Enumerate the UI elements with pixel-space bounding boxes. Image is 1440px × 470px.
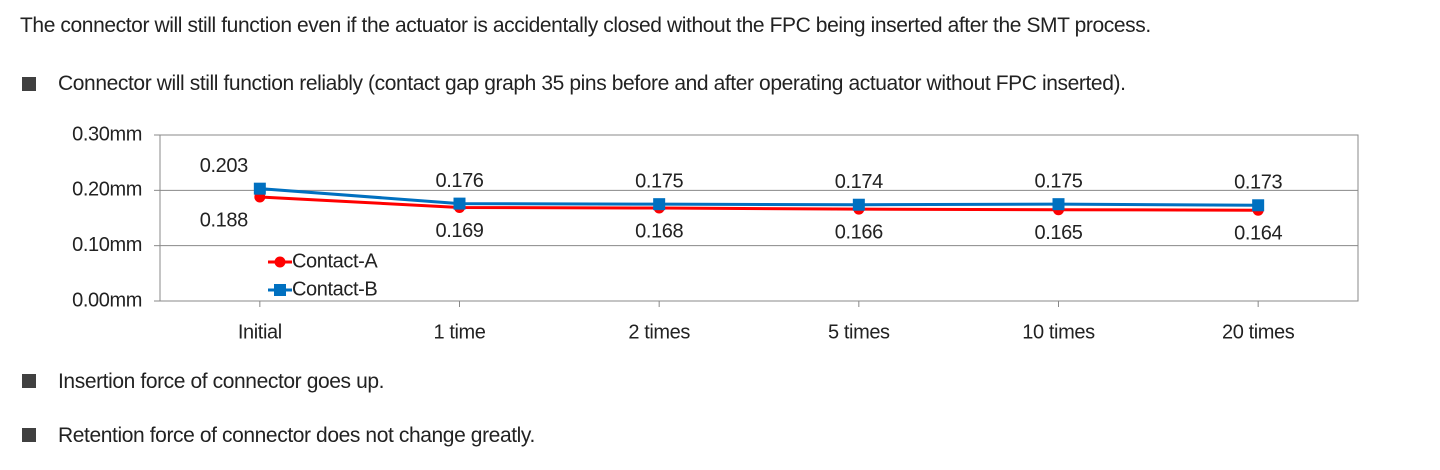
data-label: 0.164 [1234, 223, 1282, 245]
bullet-square [22, 374, 36, 388]
marker [274, 284, 286, 296]
legend-label: Contact-B [292, 278, 377, 300]
x-tick-label: 2 times [628, 321, 690, 343]
y-tick-label: 0.20mm [72, 179, 142, 201]
x-tick-label: 5 times [828, 321, 890, 343]
bullet-text: Insertion force of connector goes up. [58, 370, 385, 393]
marker [253, 182, 266, 195]
data-label: 0.188 [200, 209, 248, 231]
y-tick-label: 0.00mm [72, 289, 142, 311]
x-tick-label: Initial [238, 321, 282, 343]
data-label: 0.166 [835, 221, 883, 243]
data-label: 0.168 [635, 220, 683, 242]
bullet-square [22, 428, 36, 442]
marker [453, 197, 466, 210]
chart: 0.00mm 0.10mm 0.20mm 0.30mm Initial 1 time 2 t… [72, 123, 1359, 343]
data-label: 0.175 [635, 170, 683, 192]
data-label: 0.173 [1234, 172, 1282, 194]
marker [1052, 198, 1065, 211]
data-label: 0.169 [435, 220, 483, 242]
bullet-text: Connector will still function reliably (… [58, 72, 1126, 95]
series-line [259, 195, 1259, 212]
legend-label: Contact-A [292, 250, 378, 272]
marker [653, 198, 666, 211]
marker [274, 256, 286, 268]
plot-frame [159, 134, 1359, 302]
intro: The connector will still function even i… [20, 14, 1151, 37]
data-label: 0.174 [835, 171, 883, 193]
x-tick-label: 1 time [433, 321, 485, 343]
marker [1252, 199, 1265, 212]
data-label: 0.176 [435, 170, 483, 192]
marker [852, 198, 865, 211]
y-tick-label: 0.10mm [72, 234, 142, 256]
y-tick-label: 0.30mm [72, 123, 142, 145]
series-line [259, 187, 1259, 207]
data-label: 0.165 [1034, 222, 1082, 244]
x-tick-label: 10 times [1022, 321, 1095, 343]
bullet-square [22, 77, 36, 91]
data-label: 0.175 [1034, 170, 1082, 192]
data-label: 0.203 [200, 155, 248, 177]
bullet-text: Retention force of connector does not ch… [58, 424, 535, 447]
x-tick-label: 20 times [1222, 321, 1295, 343]
